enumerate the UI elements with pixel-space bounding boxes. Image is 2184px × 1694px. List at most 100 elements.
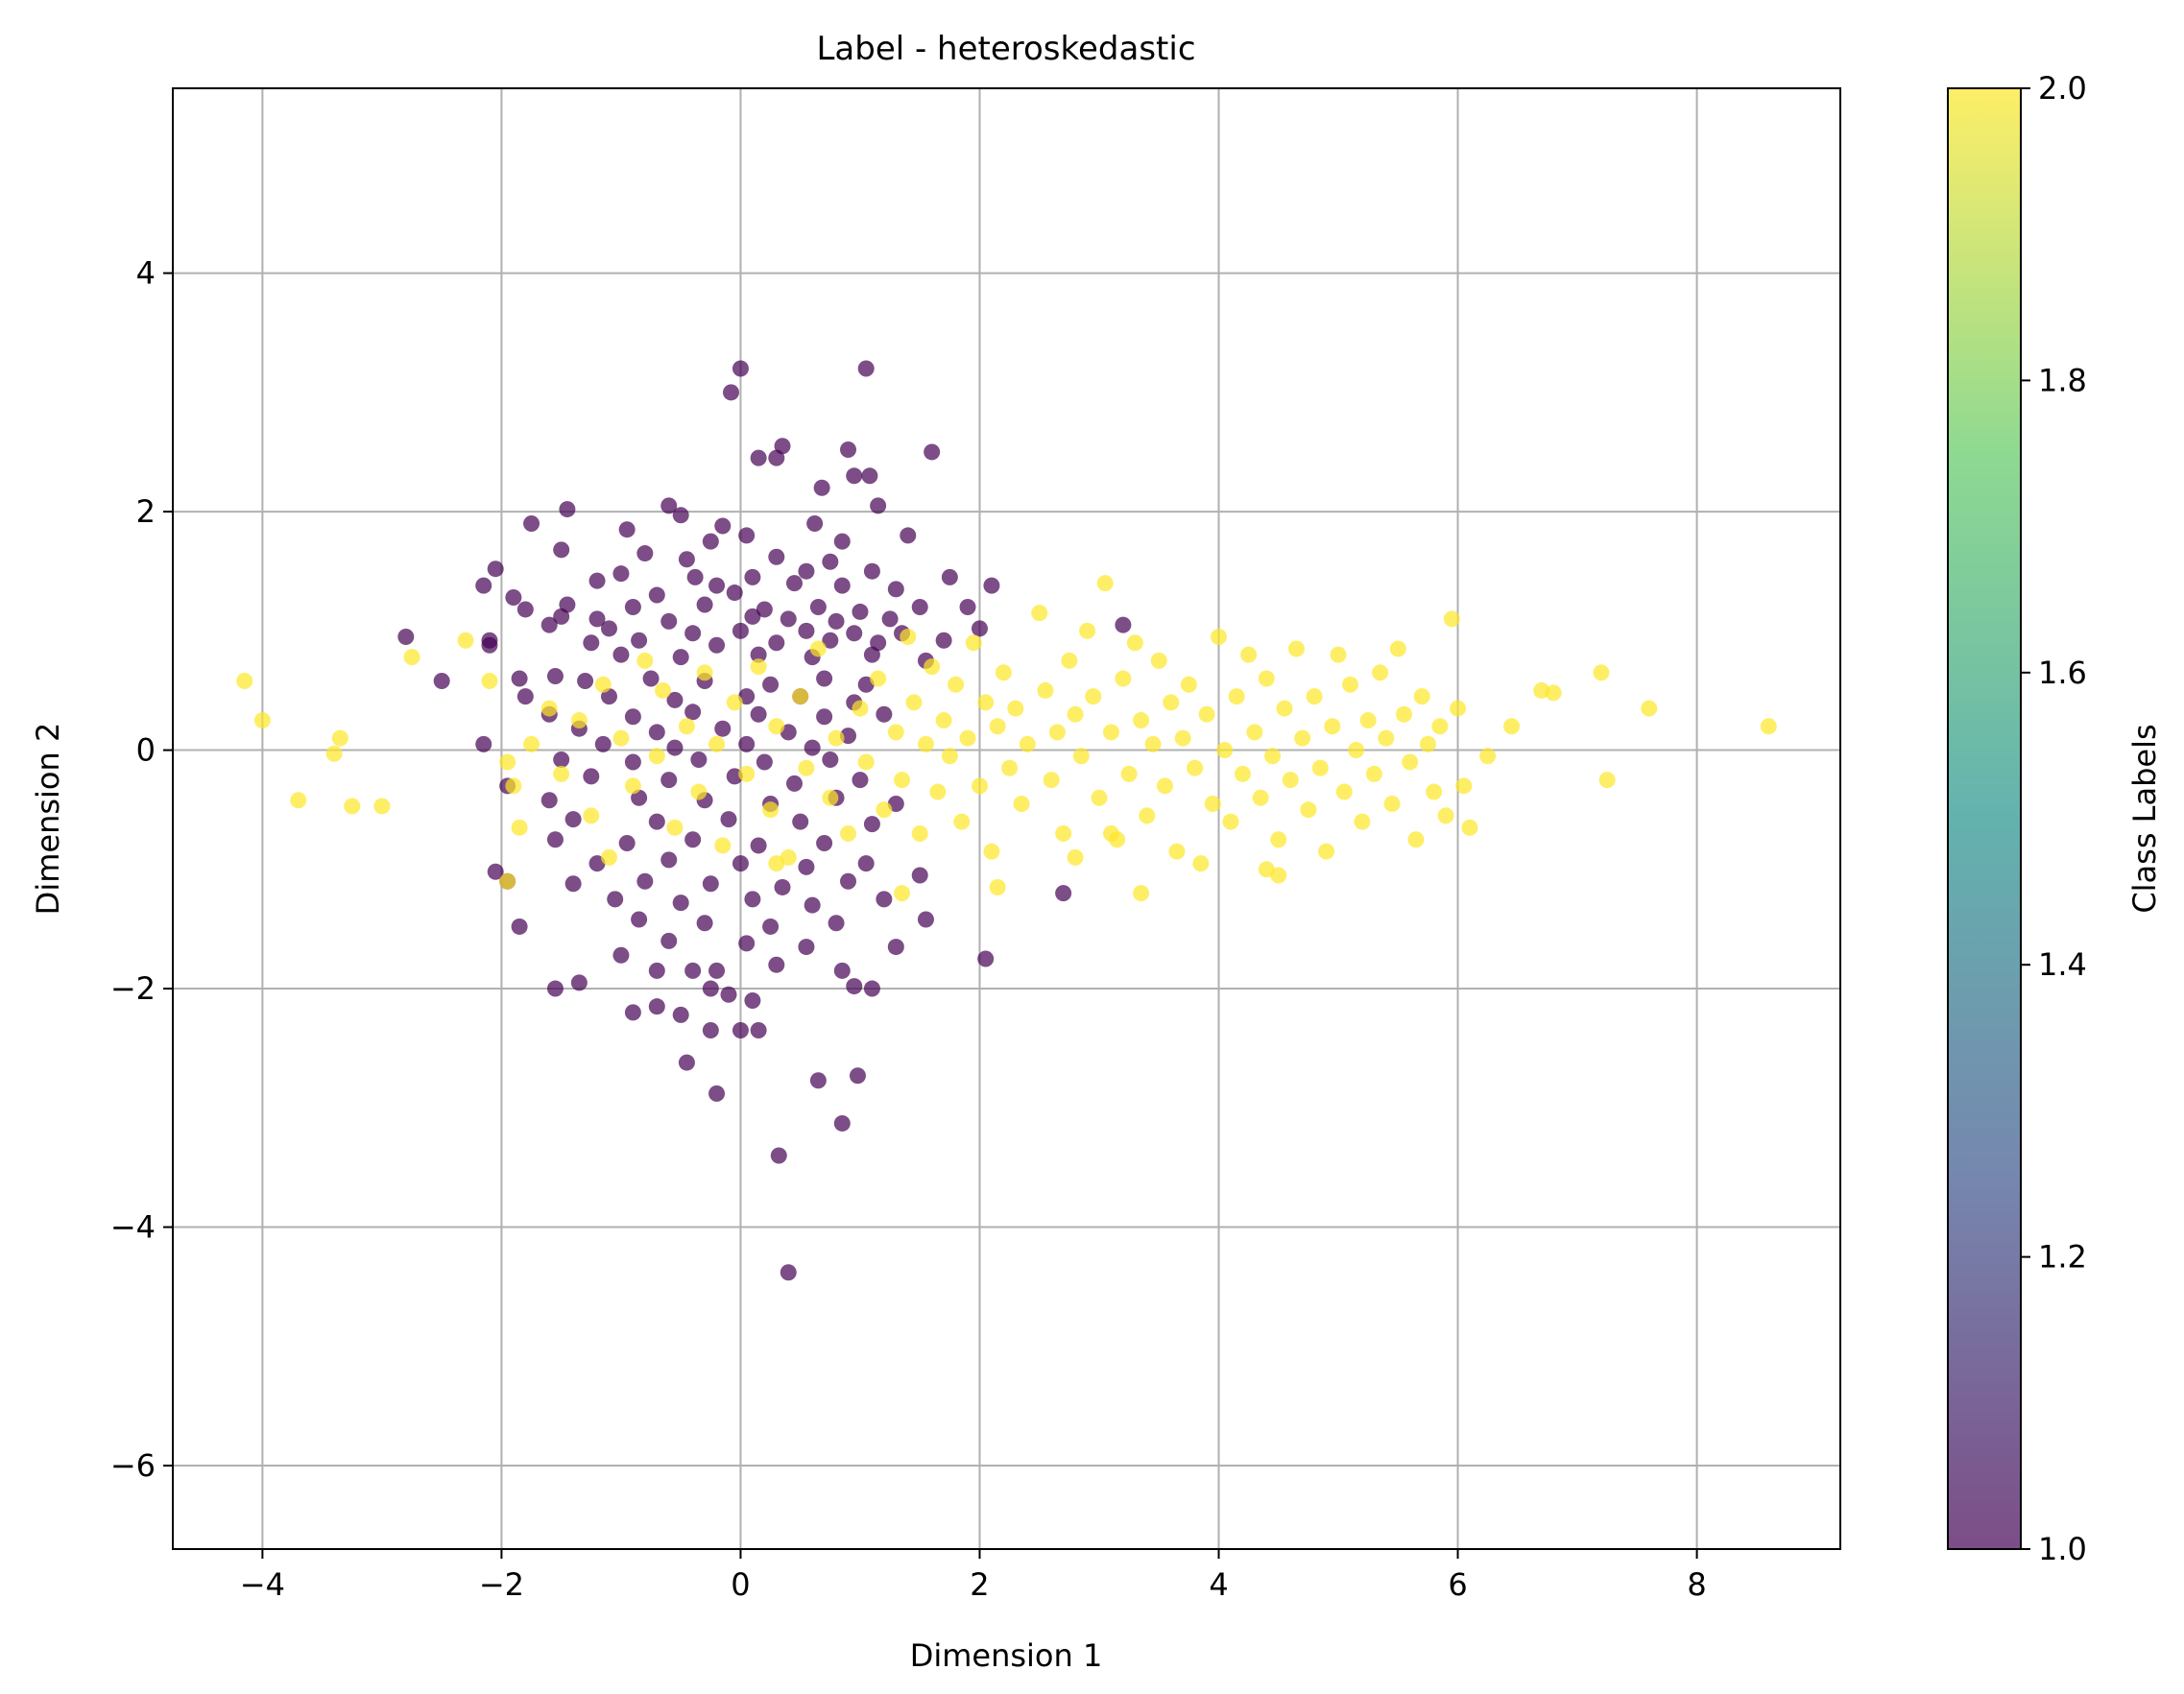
data-point-class-2 — [636, 652, 654, 669]
data-point-class-1 — [612, 946, 630, 964]
data-point-class-2 — [1372, 664, 1389, 681]
data-point-class-2 — [1019, 735, 1036, 752]
data-point-class-1 — [840, 441, 857, 458]
data-point-class-2 — [911, 825, 928, 843]
data-point-class-1 — [768, 548, 785, 565]
data-point-class-1 — [516, 601, 534, 618]
data-point-class-2 — [852, 700, 869, 717]
data-point-class-2 — [1031, 605, 1048, 622]
data-point-class-1 — [648, 586, 665, 604]
data-point-class-1 — [546, 980, 564, 997]
data-point-class-2 — [714, 837, 732, 854]
data-point-class-2 — [738, 765, 756, 782]
colorbar-label: Class Labels — [2126, 724, 2163, 913]
data-point-class-1 — [744, 568, 761, 585]
data-point-class-1 — [983, 577, 1000, 594]
data-point-class-1 — [738, 735, 756, 752]
data-point-class-1 — [881, 610, 899, 628]
data-point-class-2 — [798, 759, 815, 776]
data-point-class-2 — [1443, 610, 1460, 628]
data-point-class-2 — [678, 718, 695, 735]
data-point-class-1 — [780, 610, 797, 628]
data-point-class-1 — [577, 672, 594, 689]
data-point-class-2 — [917, 735, 934, 752]
data-point-class-1 — [744, 608, 761, 625]
data-point-class-1 — [798, 858, 815, 875]
data-point-class-2 — [457, 632, 474, 649]
data-point-class-2 — [344, 798, 361, 815]
data-point-class-2 — [1311, 759, 1329, 776]
x-tick-label: 0 — [731, 1566, 750, 1603]
data-point-class-2 — [540, 700, 558, 717]
data-point-class-1 — [570, 974, 588, 991]
grid-lines — [173, 88, 1840, 1549]
data-point-class-1 — [750, 837, 767, 854]
data-point-class-1 — [600, 620, 617, 637]
data-point-class-1 — [840, 872, 857, 890]
data-point-class-1 — [792, 813, 809, 830]
data-point-class-1 — [833, 962, 851, 979]
data-point-class-2 — [1282, 772, 1299, 789]
data-point-class-2 — [1341, 676, 1358, 693]
data-point-class-2 — [499, 753, 516, 771]
data-point-class-2 — [1055, 825, 1072, 843]
data-point-class-1 — [977, 950, 995, 967]
data-point-class-2 — [959, 729, 976, 747]
data-point-class-1 — [594, 735, 612, 752]
data-point-class-1 — [607, 891, 624, 908]
data-point-class-2 — [1479, 748, 1497, 765]
data-point-class-2 — [809, 640, 827, 657]
data-point-class-2 — [1198, 705, 1215, 723]
data-point-class-1 — [660, 851, 678, 869]
data-point-class-1 — [708, 1085, 726, 1102]
data-point-class-1 — [588, 572, 606, 589]
data-point-class-1 — [863, 816, 880, 833]
data-point-class-2 — [1330, 646, 1347, 663]
data-point-class-2 — [822, 789, 839, 806]
data-point-class-1 — [750, 449, 767, 466]
data-point-class-1 — [780, 1264, 797, 1281]
data-point-class-1 — [738, 527, 756, 544]
data-point-class-1 — [816, 834, 833, 851]
data-point-class-1 — [750, 705, 767, 723]
data-point-class-2 — [1426, 783, 1443, 800]
data-point-class-2 — [953, 813, 971, 830]
data-point-class-1 — [487, 561, 504, 578]
data-point-class-1 — [511, 918, 528, 935]
data-point-class-1 — [678, 1054, 695, 1071]
data-point-class-1 — [870, 497, 887, 514]
data-point-class-1 — [846, 625, 863, 642]
data-point-class-1 — [648, 962, 665, 979]
data-point-class-2 — [1359, 711, 1377, 728]
data-point-class-2 — [624, 777, 641, 795]
y-axis: −6 −4 −2 0 2 4 — [110, 255, 173, 1484]
data-point-class-1 — [481, 636, 498, 654]
data-point-class-1 — [726, 585, 743, 602]
data-point-class-2 — [690, 783, 708, 800]
data-point-class-2 — [870, 670, 887, 687]
data-point-class-2 — [1598, 772, 1616, 789]
data-point-class-1 — [588, 610, 606, 628]
data-point-class-2 — [1450, 700, 1467, 717]
data-point-class-1 — [828, 915, 845, 932]
colorbar-gradient — [1947, 87, 2022, 1550]
data-point-class-2 — [1431, 718, 1449, 735]
data-point-class-2 — [1061, 652, 1078, 669]
data-point-class-1 — [744, 991, 761, 1009]
data-point-class-1 — [852, 772, 869, 789]
data-point-class-1 — [624, 1004, 641, 1021]
data-point-class-2 — [1204, 795, 1221, 812]
data-point-class-1 — [762, 918, 780, 935]
data-point-class-2 — [1240, 646, 1258, 663]
data-point-class-2 — [989, 878, 1006, 895]
data-point-class-1 — [714, 720, 732, 737]
data-point-class-2 — [995, 664, 1012, 681]
data-point-class-2 — [768, 718, 785, 735]
data-point-class-1 — [822, 632, 839, 649]
x-axis-label: Dimension 1 — [910, 1637, 1103, 1674]
x-axis: −4 −2 0 2 4 6 8 — [240, 1549, 1707, 1603]
x-tick-label: 6 — [1448, 1566, 1467, 1603]
data-point-class-2 — [708, 735, 726, 752]
data-point-class-1 — [553, 541, 570, 559]
